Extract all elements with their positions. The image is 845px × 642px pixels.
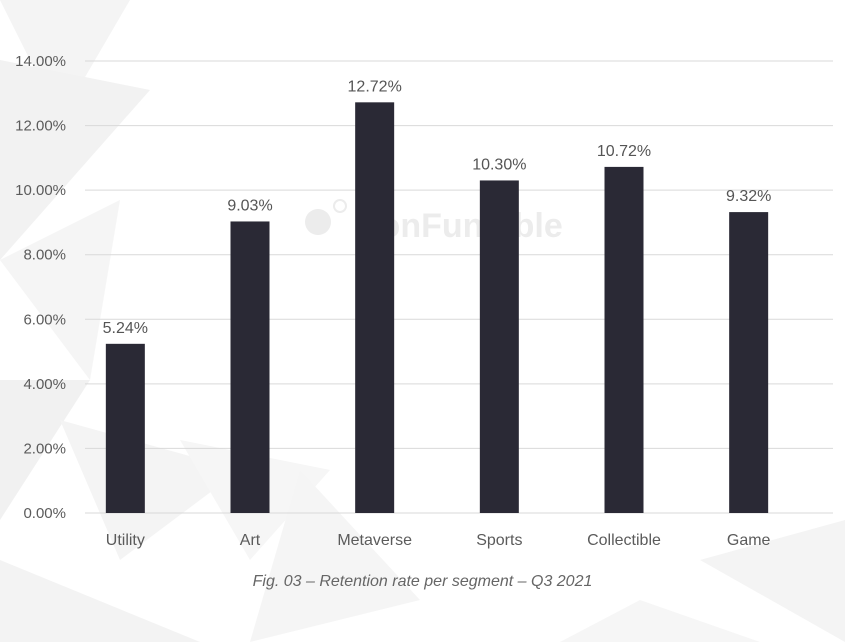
data-label: 9.32% (726, 188, 771, 205)
bar-collectible (604, 166, 644, 513)
data-label: 12.72% (348, 78, 402, 95)
bars (105, 102, 769, 513)
y-tick-label: 14.00% (15, 53, 66, 70)
y-tick-label: 0.00% (23, 505, 66, 522)
y-tick-label: 6.00% (23, 311, 66, 328)
y-tick-label: 8.00% (23, 247, 66, 264)
data-label: 10.72% (597, 143, 651, 160)
x-axis-categories: Utility Art Metaverse Sports Collectible Game (106, 532, 771, 549)
y-axis-ticks: 0.00% 2.00% 4.00% 6.00% 8.00% 10.00% 12.00% 14.… (15, 53, 66, 522)
gridlines (85, 60, 833, 514)
data-label: 10.30% (472, 156, 526, 173)
y-tick-label: 2.00% (23, 440, 66, 457)
bar-art (230, 221, 270, 513)
x-category-label: Metaverse (337, 532, 412, 549)
x-category-label: Art (240, 532, 261, 549)
x-category-label: Collectible (587, 532, 661, 549)
watermark-logo-icon (305, 199, 347, 235)
data-labels: 5.24% 9.03% 12.72% 10.30% 10.72% 9.32% (103, 78, 772, 336)
y-tick-label: 12.00% (15, 118, 66, 135)
figure-caption: Fig. 03 – Retention rate per segment – Q… (252, 573, 593, 590)
bar-game (729, 212, 769, 513)
y-tick-label: 4.00% (23, 376, 66, 393)
x-category-label: Game (727, 532, 771, 549)
data-label: 5.24% (103, 320, 148, 337)
y-tick-label: 10.00% (15, 182, 66, 199)
data-label: 9.03% (227, 197, 272, 214)
x-category-label: Sports (476, 532, 522, 549)
bar-metaverse (355, 102, 395, 513)
x-category-label: Utility (106, 532, 145, 549)
bar-utility (105, 343, 145, 513)
bar-sports (479, 180, 519, 513)
